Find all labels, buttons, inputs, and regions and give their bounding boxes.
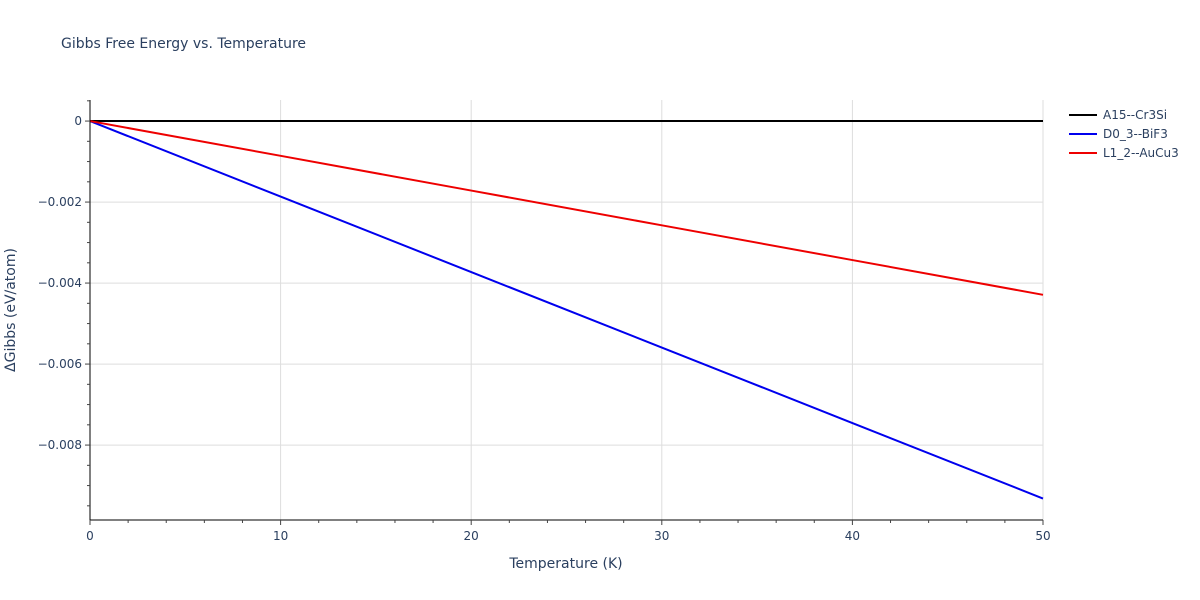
legend-label: A15--Cr3Si (1103, 107, 1168, 122)
legend-item-d0-3-bif3[interactable]: D0_3--BiF3 (1069, 124, 1179, 143)
legend-item-a15-cr3si[interactable]: A15--Cr3Si (1069, 105, 1179, 124)
svg-text:−0.004: −0.004 (38, 276, 82, 290)
x-axis-ticks: 0 10 20 30 40 50 (86, 520, 1051, 543)
svg-text:0: 0 (86, 529, 94, 543)
svg-text:30: 30 (654, 529, 669, 543)
y-axis-title: ΔGibbs (eV/atom) (3, 248, 19, 372)
legend-line-icon (1069, 113, 1097, 116)
svg-text:−0.008: −0.008 (38, 438, 82, 452)
legend-label: L1_2--AuCu3 (1103, 145, 1179, 160)
x-axis-title: Temperature (K) (508, 556, 622, 572)
data-series (89, 120, 1044, 500)
svg-text:10: 10 (273, 529, 288, 543)
legend-line-icon (1069, 132, 1097, 135)
series-line-l1-2-aucu3 (89, 120, 1044, 296)
legend-item-l1-2-aucu3[interactable]: L1_2--AuCu3 (1069, 143, 1179, 162)
y-axis-ticks: 0 −0.002 −0.004 −0.006 −0.008 (38, 100, 90, 507)
svg-text:20: 20 (464, 529, 479, 543)
svg-text:40: 40 (845, 529, 860, 543)
svg-text:−0.002: −0.002 (38, 195, 82, 209)
svg-text:50: 50 (1035, 529, 1050, 543)
axes (89, 100, 1043, 521)
legend-label: D0_3--BiF3 (1103, 126, 1168, 141)
legend-line-icon (1069, 151, 1097, 154)
legend: A15--Cr3Si D0_3--BiF3 L1_2--AuCu3 (1069, 105, 1179, 162)
gridlines (90, 100, 1044, 520)
series-line-d0-3-bif3 (89, 120, 1044, 500)
svg-text:−0.006: −0.006 (38, 357, 82, 371)
chart-title: Gibbs Free Energy vs. Temperature (61, 36, 307, 52)
svg-text:0: 0 (74, 114, 82, 128)
